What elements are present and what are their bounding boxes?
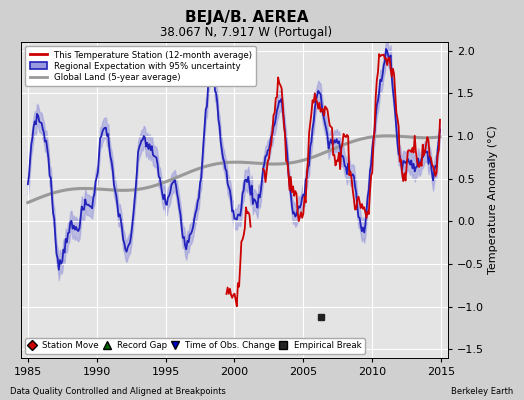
Text: BEJA/B. AEREA: BEJA/B. AEREA [184,10,308,25]
Y-axis label: Temperature Anomaly (°C): Temperature Anomaly (°C) [488,126,498,274]
Text: Data Quality Controlled and Aligned at Breakpoints: Data Quality Controlled and Aligned at B… [10,387,226,396]
Text: 38.067 N, 7.917 W (Portugal): 38.067 N, 7.917 W (Portugal) [160,26,332,39]
Text: Berkeley Earth: Berkeley Earth [451,387,514,396]
Legend: Station Move, Record Gap, Time of Obs. Change, Empirical Break: Station Move, Record Gap, Time of Obs. C… [25,338,365,354]
